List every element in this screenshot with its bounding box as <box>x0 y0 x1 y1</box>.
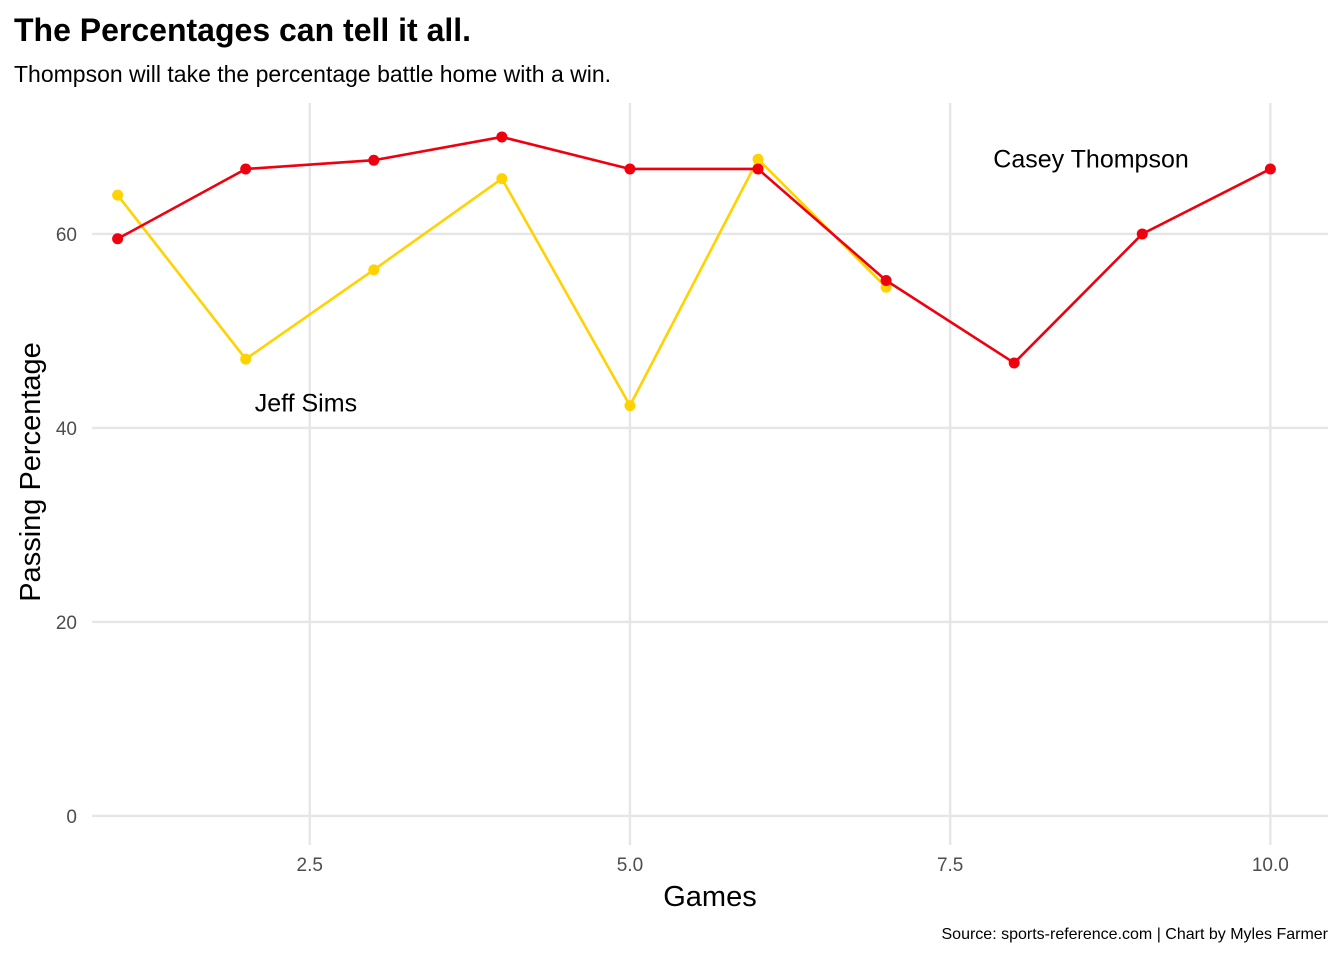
data-point-casey-thompson <box>1008 357 1020 369</box>
data-point-casey-thompson <box>240 163 252 175</box>
x-tick-label: 7.5 <box>937 855 963 876</box>
data-point-jeff-sims <box>240 353 252 365</box>
x-tick-labels: 2.5 5.0 7.5 10.0 <box>297 855 1289 876</box>
data-point-casey-thompson <box>112 233 124 245</box>
x-tick-label: 5.0 <box>617 855 643 876</box>
annotation-layer: Jeff Sims Casey Thompson <box>255 145 1189 417</box>
data-point-casey-thompson <box>624 163 636 175</box>
data-point-casey-thompson <box>1136 228 1148 240</box>
x-axis-title: Games <box>663 881 756 913</box>
series-line-jeff-sims <box>116 157 888 407</box>
data-point-casey-thompson <box>368 154 380 166</box>
y-tick-label: 0 <box>66 807 77 828</box>
data-point-casey-thompson <box>880 274 892 286</box>
data-point-casey-thompson <box>496 131 508 143</box>
data-point-casey-thompson <box>1264 163 1276 175</box>
x-tick-label: 10.0 <box>1252 855 1289 876</box>
data-point-jeff-sims <box>112 189 124 201</box>
data-point-jeff-sims <box>624 400 636 412</box>
data-point-jeff-sims <box>496 173 508 185</box>
annotation-label: Jeff Sims <box>255 390 357 418</box>
data-point-casey-thompson <box>752 163 764 175</box>
y-tick-labels: 0 20 40 60 <box>56 225 77 828</box>
y-tick-label: 20 <box>56 613 77 634</box>
chart-caption: Source: sports-reference.com | Chart by … <box>941 926 1329 943</box>
grid-lines <box>92 103 1328 845</box>
chart-subtitle: Thompson will take the percentage battle… <box>14 61 612 87</box>
data-point-jeff-sims <box>752 153 764 165</box>
series-layer <box>112 131 1276 412</box>
annotation-label: Casey Thompson <box>993 145 1188 173</box>
x-tick-label: 2.5 <box>297 855 323 876</box>
data-point-jeff-sims <box>368 264 380 276</box>
series-line-casey-thompson <box>116 135 1271 365</box>
y-tick-label: 40 <box>56 419 77 440</box>
y-axis-title: Passing Percentage <box>15 342 47 602</box>
chart-title: The Percentages can tell it all. <box>14 12 472 48</box>
y-tick-label: 60 <box>56 225 77 246</box>
